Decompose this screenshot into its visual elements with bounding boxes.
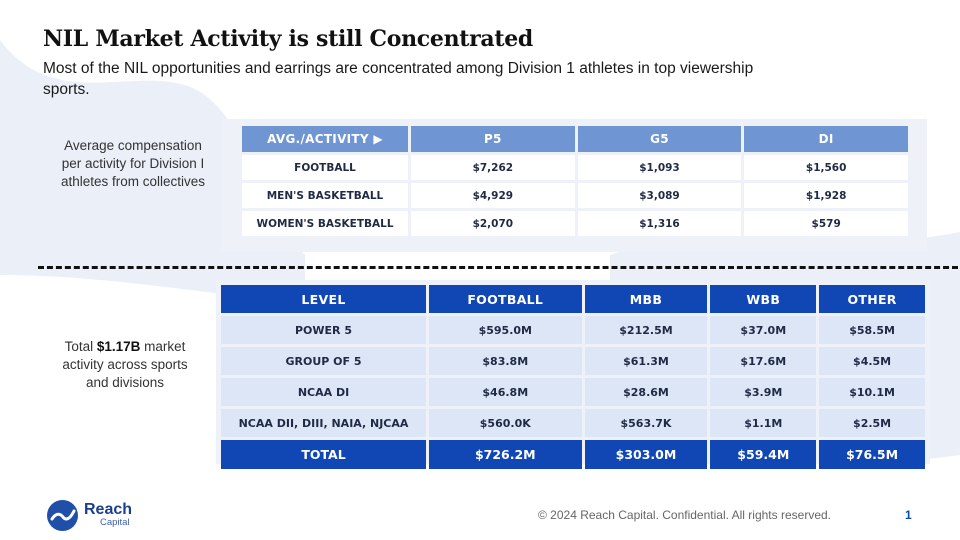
table-cell: $595.0M [429, 316, 582, 344]
avg-compensation-table: AVG./ACTIVITY ▶ P5 G5 DI FOOTBALL $7,262… [239, 123, 911, 239]
page-title: NIL Market Activity is still Concentrate… [43, 26, 534, 52]
table-cell: $3.9M [710, 378, 817, 406]
table-cell: $1,928 [744, 183, 908, 208]
total-label-prefix: Total [64, 339, 97, 354]
market-activity-table: LEVEL FOOTBALL MBB WBB OTHER POWER 5 $59… [218, 282, 928, 472]
column-header: MBB [584, 285, 708, 313]
reach-capital-logo: Reach Capital [47, 500, 132, 531]
total-market-label: Total $1.17B market activity across spor… [60, 338, 190, 392]
table-row: GROUP OF 5 $83.8M $61.3M $17.6M $4.5M [221, 347, 925, 375]
table-cell: $37.0M [710, 316, 817, 344]
table-cell: $2.5M [819, 409, 925, 437]
table-cell: $76.5M [819, 440, 925, 469]
logo-subtitle: Capital [100, 516, 130, 528]
row-label: NCAA DII, DIII, NAIA, NJCAA [221, 409, 426, 437]
table-cell: $303.0M [584, 440, 708, 469]
table-row: FOOTBALL $7,262 $1,093 $1,560 [242, 155, 908, 180]
table-cell: $4.5M [819, 347, 925, 375]
table-header-row: AVG./ACTIVITY ▶ P5 G5 DI [242, 126, 908, 152]
row-label: TOTAL [221, 440, 426, 469]
table-cell: $58.5M [819, 316, 925, 344]
total-row: TOTAL $726.2M $303.0M $59.4M $76.5M [221, 440, 925, 469]
table-cell: $3,089 [577, 183, 742, 208]
column-header: DI [744, 126, 908, 152]
page-subtitle: Most of the NIL opportunities and earrin… [43, 60, 754, 98]
total-amount: $1.17B [96, 339, 141, 354]
table-header-row: LEVEL FOOTBALL MBB WBB OTHER [221, 285, 925, 313]
table-cell: $1,316 [577, 211, 742, 236]
table-cell: $1,093 [577, 155, 742, 180]
table-cell: $46.8M [429, 378, 582, 406]
table-cell: $28.6M [584, 378, 708, 406]
table-cell: $212.5M [584, 316, 708, 344]
table-cell: $2,070 [411, 211, 575, 236]
row-label: WOMEN'S BASKETBALL [242, 211, 408, 236]
avg-compensation-label: Average compensation per activity for Di… [60, 138, 206, 189]
table-cell: $560.0K [429, 409, 582, 437]
table-cell: $61.3M [584, 347, 708, 375]
logo-name: Reach [84, 500, 133, 518]
column-header: P5 [411, 126, 575, 152]
table-cell: $563.7K [584, 409, 708, 437]
table-cell: $1,560 [744, 155, 908, 180]
row-label: GROUP OF 5 [221, 347, 426, 375]
column-header: FOOTBALL [429, 285, 582, 313]
table-row: NCAA DII, DIII, NAIA, NJCAA $560.0K $563… [221, 409, 925, 437]
row-label: NCAA DI [221, 378, 426, 406]
section-divider [38, 266, 958, 269]
table-row: WOMEN'S BASKETBALL $2,070 $1,316 $579 [242, 211, 908, 236]
table-cell: $10.1M [819, 378, 925, 406]
copyright-footer: © 2024 Reach Capital. Confidential. All … [538, 508, 831, 522]
column-header: WBB [710, 285, 817, 313]
row-label: POWER 5 [221, 316, 426, 344]
column-header: OTHER [819, 285, 925, 313]
row-label: MEN'S BASKETBALL [242, 183, 408, 208]
row-label: FOOTBALL [242, 155, 408, 180]
table-row: POWER 5 $595.0M $212.5M $37.0M $58.5M [221, 316, 925, 344]
table-cell: $17.6M [710, 347, 817, 375]
total-label-suffix: market activity across sports and divisi… [62, 339, 188, 390]
table-cell: $59.4M [710, 440, 817, 469]
table-cell: $7,262 [411, 155, 575, 180]
table-row: NCAA DI $46.8M $28.6M $3.9M $10.1M [221, 378, 925, 406]
column-header: LEVEL [221, 285, 426, 313]
column-header: G5 [577, 126, 742, 152]
table-cell: $4,929 [411, 183, 575, 208]
table-cell: $83.8M [429, 347, 582, 375]
reach-logo-icon [47, 500, 78, 531]
table-cell: $579 [744, 211, 908, 236]
table-cell: $1.1M [710, 409, 817, 437]
page-number: 1 [905, 508, 912, 522]
table-cell: $726.2M [429, 440, 582, 469]
column-header: AVG./ACTIVITY ▶ [242, 126, 408, 152]
table-row: MEN'S BASKETBALL $4,929 $3,089 $1,928 [242, 183, 908, 208]
